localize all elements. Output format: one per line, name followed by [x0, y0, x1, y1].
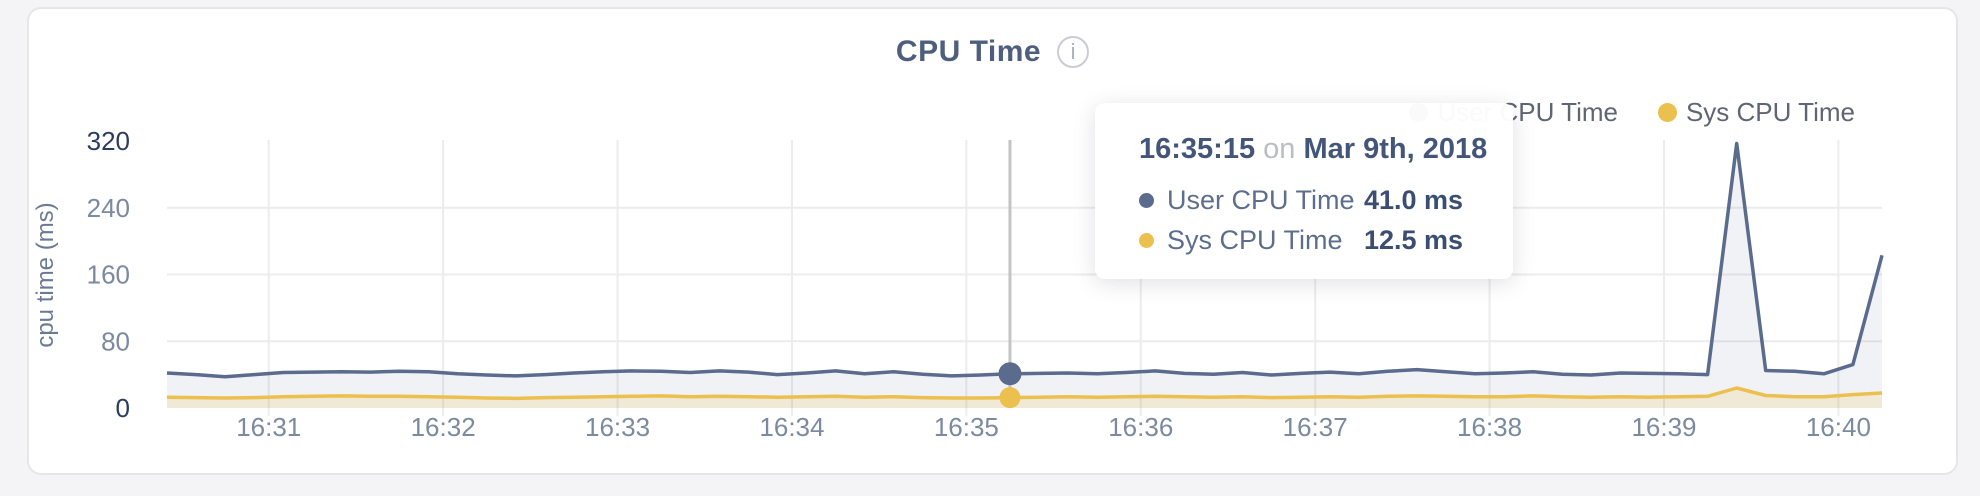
chart-plot-area[interactable]: 16:31 16:32 16:33 16:34 16:35 16:36 16:37 16:38…: [29, 9, 1956, 473]
hover-dot-sys: [999, 387, 1021, 409]
x-axis-tick-label: 16:40: [1806, 412, 1871, 442]
tooltip-label-sys: Sys CPU Time: [1167, 224, 1343, 255]
chart-header: CPU Time i: [29, 35, 1956, 69]
tooltip-dot-user-icon: [1139, 192, 1154, 208]
y-axis-tick-label: 320: [87, 126, 130, 156]
y-axis-tick-label: 160: [87, 260, 130, 290]
tooltip-date: Mar 9th, 2018: [1303, 133, 1488, 165]
x-axis-tick-label: 16:34: [759, 412, 824, 442]
x-axis-tick-label: 16:32: [411, 412, 476, 442]
info-icon[interactable]: i: [1057, 36, 1090, 68]
legend-item-sys-cpu-time[interactable]: Sys CPU Time: [1657, 97, 1855, 128]
hover-dot-user: [998, 362, 1022, 386]
legend-dot-sys-icon: [1657, 103, 1677, 122]
y-axis-tick-label: 80: [101, 326, 130, 356]
legend-label-sys: Sys CPU Time: [1685, 97, 1855, 127]
x-axis-tick-label: 16:31: [236, 412, 301, 442]
tooltip-label-user: User CPU Time: [1167, 184, 1355, 215]
cpu-time-chart-card: CPU Time i User CPU Time Sys CPU Time 16…: [27, 7, 1958, 475]
x-axis-tick-label: 16:36: [1108, 412, 1173, 442]
series-area: [167, 143, 1882, 408]
series-line: [166, 141, 1884, 379]
x-axis-tick-label: 16:39: [1631, 412, 1696, 442]
tooltip-dot-sys-icon: [1139, 232, 1154, 248]
tooltip-header: 16:35:15 on Mar 9th, 2018: [1139, 133, 1513, 166]
chart-title: CPU Time: [895, 35, 1042, 68]
y-axis-tick-label: 0: [116, 393, 130, 423]
tooltip-row-sys: Sys CPU Time 12.5 ms: [1139, 220, 1513, 260]
x-axis-tick-label: 16:38: [1457, 412, 1522, 442]
x-axis-tick-label: 16:33: [585, 412, 650, 442]
series-line: [166, 386, 1883, 401]
x-axis-tick-label: 16:37: [1283, 412, 1348, 442]
x-axis-tick-label: 16:35: [934, 412, 999, 442]
y-axis-tick-label: 240: [87, 193, 130, 223]
tooltip-value-user: 41.0 ms: [1364, 184, 1464, 215]
tooltip-row-user: User CPU Time 41.0 ms: [1139, 180, 1513, 220]
tooltip-time: 16:35:15: [1139, 133, 1256, 165]
hover-tooltip: 16:35:15 on Mar 9th, 2018 User CPU Time …: [1095, 103, 1513, 279]
tooltip-connector: on: [1263, 133, 1296, 165]
y-axis-title: cpu time (ms): [32, 202, 59, 347]
tooltip-value-sys: 12.5 ms: [1364, 224, 1464, 255]
